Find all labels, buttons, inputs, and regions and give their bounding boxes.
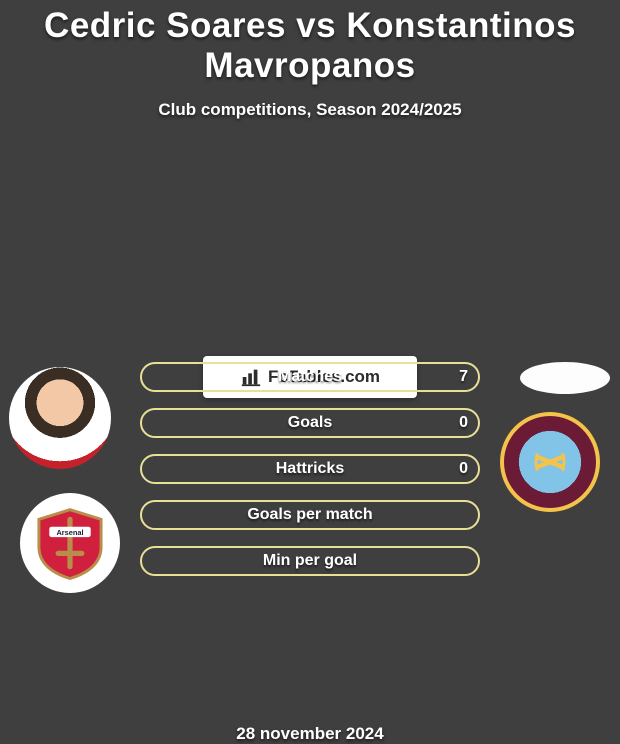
subtitle: Club competitions, Season 2024/2025 <box>0 100 620 120</box>
westham-crest-icon <box>525 437 575 487</box>
player-left-photo <box>9 367 111 469</box>
stat-bar-hattricks: Hattricks 0 <box>140 454 480 484</box>
stat-label: Goals per match <box>247 506 372 524</box>
stat-bar-matches: Matches 7 <box>140 362 480 392</box>
stat-label: Min per goal <box>263 552 357 570</box>
comparison-panel: Arsenal Matches 7 Goals 0 Hattricks 0 Go… <box>0 356 620 706</box>
snapshot-date: 28 november 2024 <box>0 724 620 744</box>
stat-right-value: 0 <box>459 460 468 478</box>
stat-label: Matches <box>278 368 342 386</box>
svg-text:Arsenal: Arsenal <box>56 528 83 537</box>
stat-bar-min-per-goal: Min per goal <box>140 546 480 576</box>
stat-bar-goals-per-match: Goals per match <box>140 500 480 530</box>
stat-label: Goals <box>288 414 332 432</box>
club-right-badge <box>500 412 600 512</box>
stat-bar-goals: Goals 0 <box>140 408 480 438</box>
stat-label: Hattricks <box>276 460 344 478</box>
stat-bars: Matches 7 Goals 0 Hattricks 0 Goals per … <box>140 362 480 592</box>
stat-right-value: 0 <box>459 414 468 432</box>
page-title: Cedric Soares vs Konstantinos Mavropanos <box>0 6 620 86</box>
arsenal-crest-icon: Arsenal <box>33 506 107 580</box>
stat-right-value: 7 <box>459 368 468 386</box>
club-left-badge: Arsenal <box>20 493 120 593</box>
player-right-photo-placeholder <box>520 362 610 394</box>
